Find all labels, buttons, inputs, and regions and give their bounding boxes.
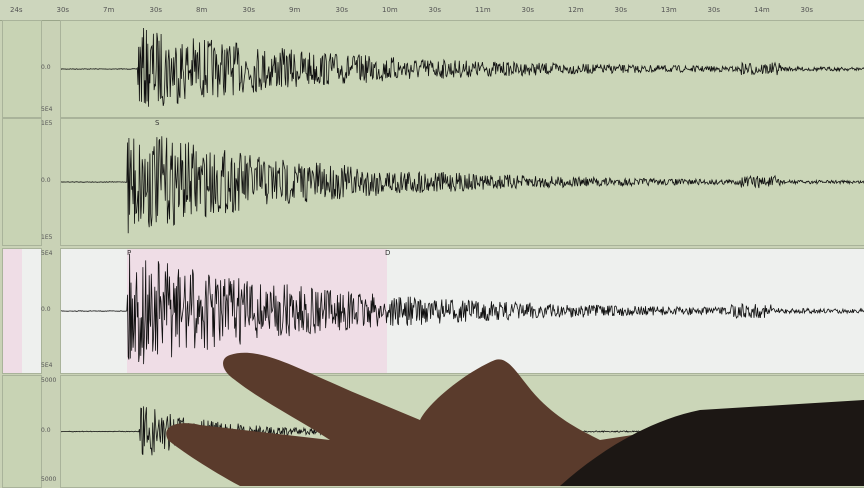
- channel-overview[interactable]: [2, 375, 42, 488]
- amplitude-label: 5E4: [41, 106, 53, 113]
- phase-marker[interactable]: D: [385, 249, 391, 257]
- waveform: [61, 253, 864, 365]
- amplitude-label: 1E5: [41, 234, 53, 241]
- time-tick-label: 8m: [196, 6, 208, 14]
- seismogram-channel[interactable]: S: [60, 118, 864, 246]
- time-tick-label: 30s: [521, 6, 535, 14]
- amplitude-label: 5E4: [41, 250, 53, 257]
- seismogram-channel[interactable]: [60, 20, 864, 118]
- amplitude-label: 5E4: [41, 362, 53, 369]
- time-tick-label: 30s: [242, 6, 256, 14]
- amplitude-label: 5000: [41, 476, 57, 483]
- time-tick-label: 14m: [754, 6, 770, 14]
- time-tick-label: 9m: [289, 6, 301, 14]
- phase-marker[interactable]: S: [155, 119, 160, 127]
- phase-marker[interactable]: P: [127, 249, 132, 257]
- time-tick-label: 12m: [568, 6, 584, 14]
- time-tick-label: 30s: [149, 6, 163, 14]
- time-tick-label: 30s: [56, 6, 70, 14]
- time-tick-label: 30s: [335, 6, 349, 14]
- amplitude-label: 1E5: [41, 120, 53, 127]
- time-tick-label: 10m: [382, 6, 398, 14]
- amplitude-label: 0.0: [41, 306, 51, 313]
- waveform: [61, 136, 864, 234]
- channel-overview[interactable]: [2, 118, 42, 246]
- time-tick-label: 30s: [800, 6, 814, 14]
- amplitude-label: 0.0: [41, 64, 51, 71]
- waveform: [61, 27, 864, 107]
- time-tick-label: 11m: [475, 6, 491, 14]
- time-tick-label: 13m: [661, 6, 677, 14]
- amplitude-label: 5000: [41, 377, 57, 384]
- channel-overview[interactable]: [2, 20, 42, 118]
- time-tick-label: 30s: [614, 6, 628, 14]
- time-tick-label: 24s: [10, 6, 23, 14]
- amplitude-label: 0.0: [41, 177, 51, 184]
- amplitude-label: 0.0: [41, 426, 51, 434]
- time-tick-label: 30s: [428, 6, 442, 14]
- time-tick-label: 7m: [103, 6, 115, 14]
- channel-overview[interactable]: [2, 248, 42, 374]
- time-tick-label: 30s: [707, 6, 721, 14]
